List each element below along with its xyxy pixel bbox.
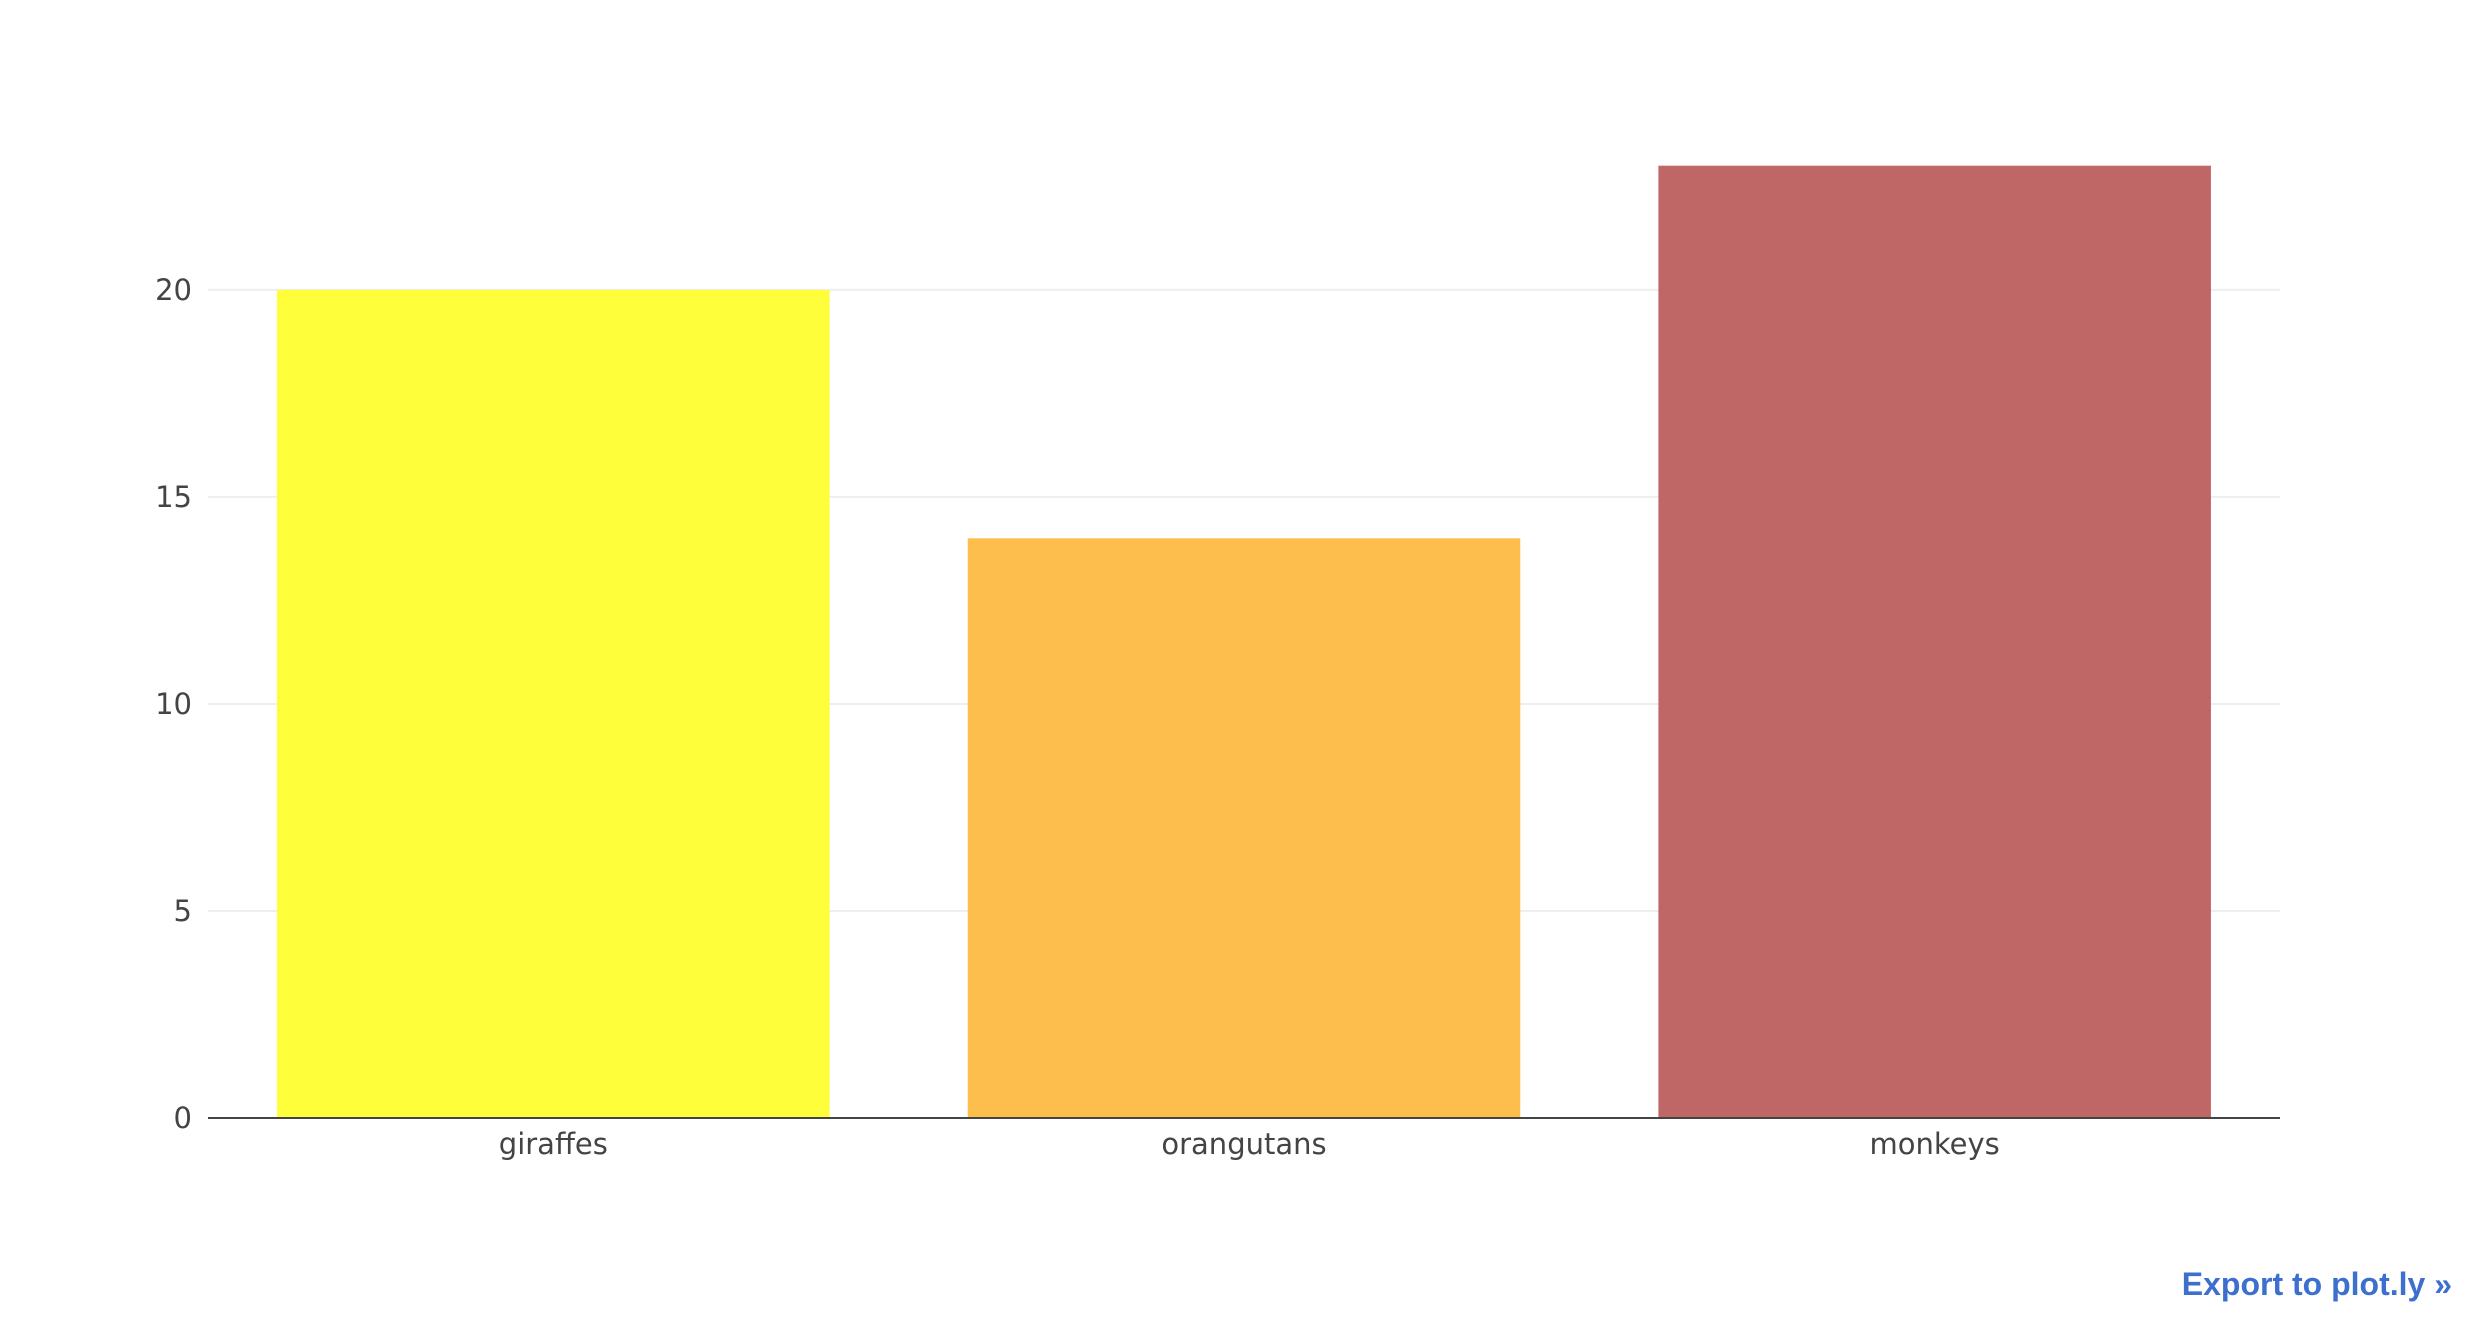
y-tick-label: 20 (155, 273, 192, 307)
x-tick-label-giraffes: giraffes (499, 1127, 608, 1161)
x-axis-ticks: giraffes orangutans monkeys (499, 1127, 2000, 1161)
x-tick-label-monkeys: monkeys (1870, 1127, 2000, 1161)
y-tick-label: 10 (155, 687, 192, 721)
y-tick-label: 0 (174, 1101, 192, 1135)
bar-giraffes[interactable] (277, 289, 830, 1118)
bars (277, 165, 2211, 1119)
y-tick-label: 5 (174, 894, 192, 928)
x-tick-label-orangutans: orangutans (1161, 1127, 1326, 1161)
bar-orangutans[interactable] (967, 538, 1521, 1118)
bar-monkeys[interactable] (1658, 165, 2211, 1119)
y-tick-label: 15 (155, 480, 192, 514)
y-axis-ticks: 0 5 10 15 20 (155, 273, 192, 1135)
export-to-plotly-link[interactable]: Export to plot.ly » (2181, 1266, 2452, 1302)
